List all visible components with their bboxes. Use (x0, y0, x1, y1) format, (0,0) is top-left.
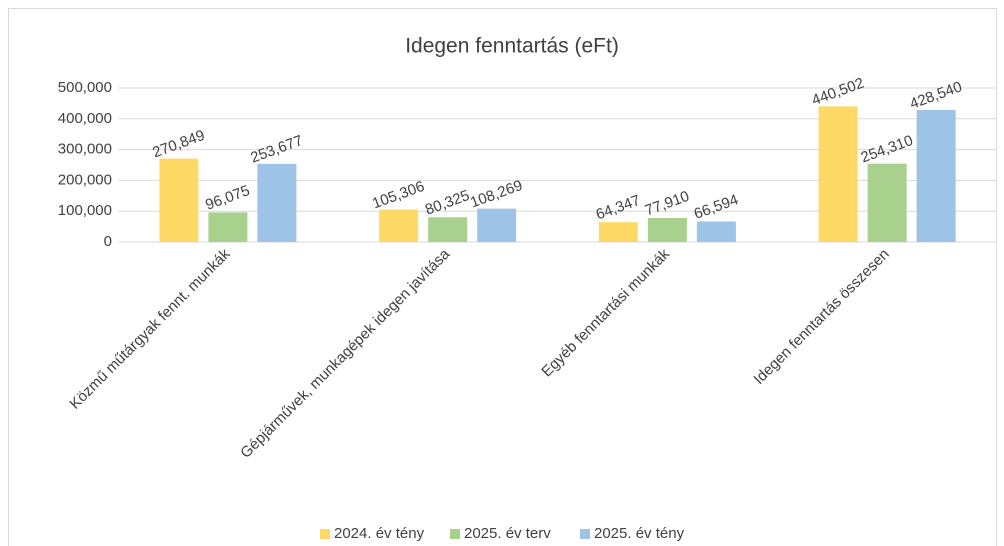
bar (477, 208, 517, 242)
bar (867, 163, 907, 242)
bar (257, 163, 297, 242)
data-label: 96,075 (203, 182, 252, 214)
bar (428, 217, 468, 242)
data-label: 428,540 (908, 78, 965, 113)
data-label: 64,347 (594, 192, 643, 224)
data-label: 253,677 (248, 132, 305, 167)
y-tick-label: 300,000 (58, 141, 112, 158)
legend-swatch (320, 529, 330, 539)
x-tick-label: Közmű műtárgyak fennt. munkák (66, 245, 233, 412)
legend-swatch (580, 529, 590, 539)
bar (598, 222, 638, 242)
y-tick-label: 200,000 (58, 171, 112, 188)
y-tick-label: 100,000 (58, 202, 112, 219)
bar (696, 221, 736, 242)
legend-label: 2025. év terv (464, 525, 551, 542)
chart-border (8, 8, 997, 546)
bar (379, 209, 419, 242)
data-label: 77,910 (643, 188, 692, 220)
bar (818, 106, 858, 243)
y-tick-label: 500,000 (58, 79, 112, 96)
legend-label: 2025. év tény (594, 525, 685, 542)
y-tick-label: 0 (104, 233, 112, 250)
x-tick-label: Idegen fenntartás összesen (750, 246, 892, 388)
bar (647, 218, 687, 242)
bar (916, 110, 956, 243)
bar (208, 212, 248, 242)
x-tick-label: Gépjárművek, munkagépek idegen javítása (237, 245, 453, 461)
chart-title: Idegen fenntartás (eFt) (405, 35, 619, 58)
data-label: 254,310 (859, 132, 916, 167)
legend-swatch (450, 529, 460, 539)
data-label: 440,502 (810, 75, 867, 110)
x-tick-label: Egyéb fenntartási munkák (538, 245, 673, 380)
data-label: 108,269 (468, 177, 525, 212)
legend-label: 2024. év tény (334, 525, 425, 542)
data-label: 270,849 (150, 127, 207, 162)
bar (159, 158, 199, 242)
data-label: 80,325 (423, 187, 472, 219)
data-label: 66,594 (692, 191, 741, 223)
data-label: 105,306 (370, 178, 427, 213)
y-tick-label: 400,000 (58, 110, 112, 127)
